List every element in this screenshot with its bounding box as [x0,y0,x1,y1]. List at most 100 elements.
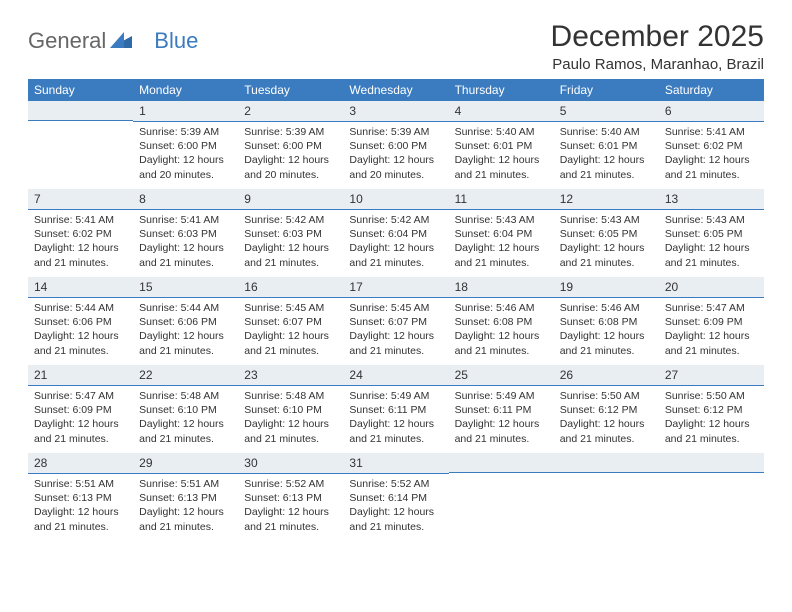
weekday-header: Sunday [28,79,133,101]
day-number: 11 [449,189,554,210]
sunrise-text: Sunrise: 5:43 AM [665,213,758,227]
sunset-text: Sunset: 6:03 PM [139,227,232,241]
brand-text-general: General [28,28,106,54]
weekday-header: Tuesday [238,79,343,101]
day-number: 29 [133,453,238,474]
daylight-text: Daylight: 12 hours and 21 minutes. [665,329,758,357]
sunrise-text: Sunrise: 5:46 AM [455,301,548,315]
sunrise-text: Sunrise: 5:39 AM [349,125,442,139]
day-details: Sunrise: 5:39 AMSunset: 6:00 PMDaylight:… [133,122,238,188]
sunrise-text: Sunrise: 5:47 AM [34,389,127,403]
day-number: 2 [238,101,343,122]
day-number: 30 [238,453,343,474]
sunset-text: Sunset: 6:14 PM [349,491,442,505]
daylight-text: Daylight: 12 hours and 21 minutes. [455,329,548,357]
day-details: Sunrise: 5:52 AMSunset: 6:13 PMDaylight:… [238,474,343,540]
sunset-text: Sunset: 6:09 PM [665,315,758,329]
day-number: 14 [28,277,133,298]
daylight-text: Daylight: 12 hours and 21 minutes. [34,417,127,445]
day-details: Sunrise: 5:50 AMSunset: 6:12 PMDaylight:… [554,386,659,452]
day-number: 27 [659,365,764,386]
day-number: 13 [659,189,764,210]
calendar-cell: 2Sunrise: 5:39 AMSunset: 6:00 PMDaylight… [238,101,343,189]
sunset-text: Sunset: 6:01 PM [455,139,548,153]
sunrise-text: Sunrise: 5:45 AM [244,301,337,315]
calendar-cell: 24Sunrise: 5:49 AMSunset: 6:11 PMDayligh… [343,365,448,453]
sunrise-text: Sunrise: 5:39 AM [244,125,337,139]
calendar-cell: 25Sunrise: 5:49 AMSunset: 6:11 PMDayligh… [449,365,554,453]
day-details: Sunrise: 5:39 AMSunset: 6:00 PMDaylight:… [343,122,448,188]
calendar-week-row: 7Sunrise: 5:41 AMSunset: 6:02 PMDaylight… [28,189,764,277]
day-details: Sunrise: 5:52 AMSunset: 6:14 PMDaylight:… [343,474,448,540]
sunset-text: Sunset: 6:13 PM [244,491,337,505]
day-details: Sunrise: 5:51 AMSunset: 6:13 PMDaylight:… [28,474,133,540]
calendar-page: General Blue December 2025 Paulo Ramos, … [0,0,792,551]
day-details: Sunrise: 5:48 AMSunset: 6:10 PMDaylight:… [133,386,238,452]
daylight-text: Daylight: 12 hours and 21 minutes. [665,241,758,269]
sunrise-text: Sunrise: 5:41 AM [139,213,232,227]
sunset-text: Sunset: 6:01 PM [560,139,653,153]
day-details: Sunrise: 5:49 AMSunset: 6:11 PMDaylight:… [343,386,448,452]
sunset-text: Sunset: 6:00 PM [349,139,442,153]
day-number: 1 [133,101,238,122]
sunrise-text: Sunrise: 5:43 AM [560,213,653,227]
day-details: Sunrise: 5:41 AMSunset: 6:03 PMDaylight:… [133,210,238,276]
sunset-text: Sunset: 6:10 PM [139,403,232,417]
calendar-cell: 22Sunrise: 5:48 AMSunset: 6:10 PMDayligh… [133,365,238,453]
calendar-cell: 1Sunrise: 5:39 AMSunset: 6:00 PMDaylight… [133,101,238,189]
sunset-text: Sunset: 6:08 PM [560,315,653,329]
calendar-cell: 5Sunrise: 5:40 AMSunset: 6:01 PMDaylight… [554,101,659,189]
day-details: Sunrise: 5:41 AMSunset: 6:02 PMDaylight:… [28,210,133,276]
calendar-cell: 14Sunrise: 5:44 AMSunset: 6:06 PMDayligh… [28,277,133,365]
weekday-header: Friday [554,79,659,101]
day-number: 5 [554,101,659,122]
sunrise-text: Sunrise: 5:41 AM [34,213,127,227]
daylight-text: Daylight: 12 hours and 21 minutes. [560,417,653,445]
sunrise-text: Sunrise: 5:49 AM [455,389,548,403]
day-number: 16 [238,277,343,298]
sunrise-text: Sunrise: 5:43 AM [455,213,548,227]
day-number: 7 [28,189,133,210]
sunset-text: Sunset: 6:05 PM [560,227,653,241]
sunset-text: Sunset: 6:05 PM [665,227,758,241]
sunrise-text: Sunrise: 5:41 AM [665,125,758,139]
day-number: 8 [133,189,238,210]
sunrise-text: Sunrise: 5:45 AM [349,301,442,315]
calendar-cell: 6Sunrise: 5:41 AMSunset: 6:02 PMDaylight… [659,101,764,189]
sunrise-text: Sunrise: 5:51 AM [34,477,127,491]
calendar-cell: 16Sunrise: 5:45 AMSunset: 6:07 PMDayligh… [238,277,343,365]
day-number: 4 [449,101,554,122]
calendar-cell: 19Sunrise: 5:46 AMSunset: 6:08 PMDayligh… [554,277,659,365]
sunrise-text: Sunrise: 5:44 AM [34,301,127,315]
day-number: 18 [449,277,554,298]
sunset-text: Sunset: 6:00 PM [139,139,232,153]
empty-day-head [449,453,554,473]
daylight-text: Daylight: 12 hours and 21 minutes. [665,417,758,445]
calendar-cell: 30Sunrise: 5:52 AMSunset: 6:13 PMDayligh… [238,453,343,541]
day-details: Sunrise: 5:43 AMSunset: 6:05 PMDaylight:… [659,210,764,276]
daylight-text: Daylight: 12 hours and 20 minutes. [349,153,442,181]
sunset-text: Sunset: 6:12 PM [560,403,653,417]
brand-logo: General Blue [28,20,198,54]
calendar-cell: 31Sunrise: 5:52 AMSunset: 6:14 PMDayligh… [343,453,448,541]
day-details: Sunrise: 5:46 AMSunset: 6:08 PMDaylight:… [449,298,554,364]
sunrise-text: Sunrise: 5:40 AM [560,125,653,139]
sunrise-text: Sunrise: 5:51 AM [139,477,232,491]
day-details: Sunrise: 5:51 AMSunset: 6:13 PMDaylight:… [133,474,238,540]
day-details: Sunrise: 5:40 AMSunset: 6:01 PMDaylight:… [554,122,659,188]
day-number: 25 [449,365,554,386]
calendar-cell: 27Sunrise: 5:50 AMSunset: 6:12 PMDayligh… [659,365,764,453]
day-number: 22 [133,365,238,386]
daylight-text: Daylight: 12 hours and 21 minutes. [349,241,442,269]
calendar-cell [554,453,659,541]
sunrise-text: Sunrise: 5:48 AM [139,389,232,403]
day-number: 17 [343,277,448,298]
day-details: Sunrise: 5:49 AMSunset: 6:11 PMDaylight:… [449,386,554,452]
day-number: 24 [343,365,448,386]
calendar-cell: 10Sunrise: 5:42 AMSunset: 6:04 PMDayligh… [343,189,448,277]
daylight-text: Daylight: 12 hours and 21 minutes. [455,153,548,181]
page-header: General Blue December 2025 Paulo Ramos, … [28,20,764,73]
day-number: 9 [238,189,343,210]
sunrise-text: Sunrise: 5:39 AM [139,125,232,139]
calendar-week-row: 14Sunrise: 5:44 AMSunset: 6:06 PMDayligh… [28,277,764,365]
